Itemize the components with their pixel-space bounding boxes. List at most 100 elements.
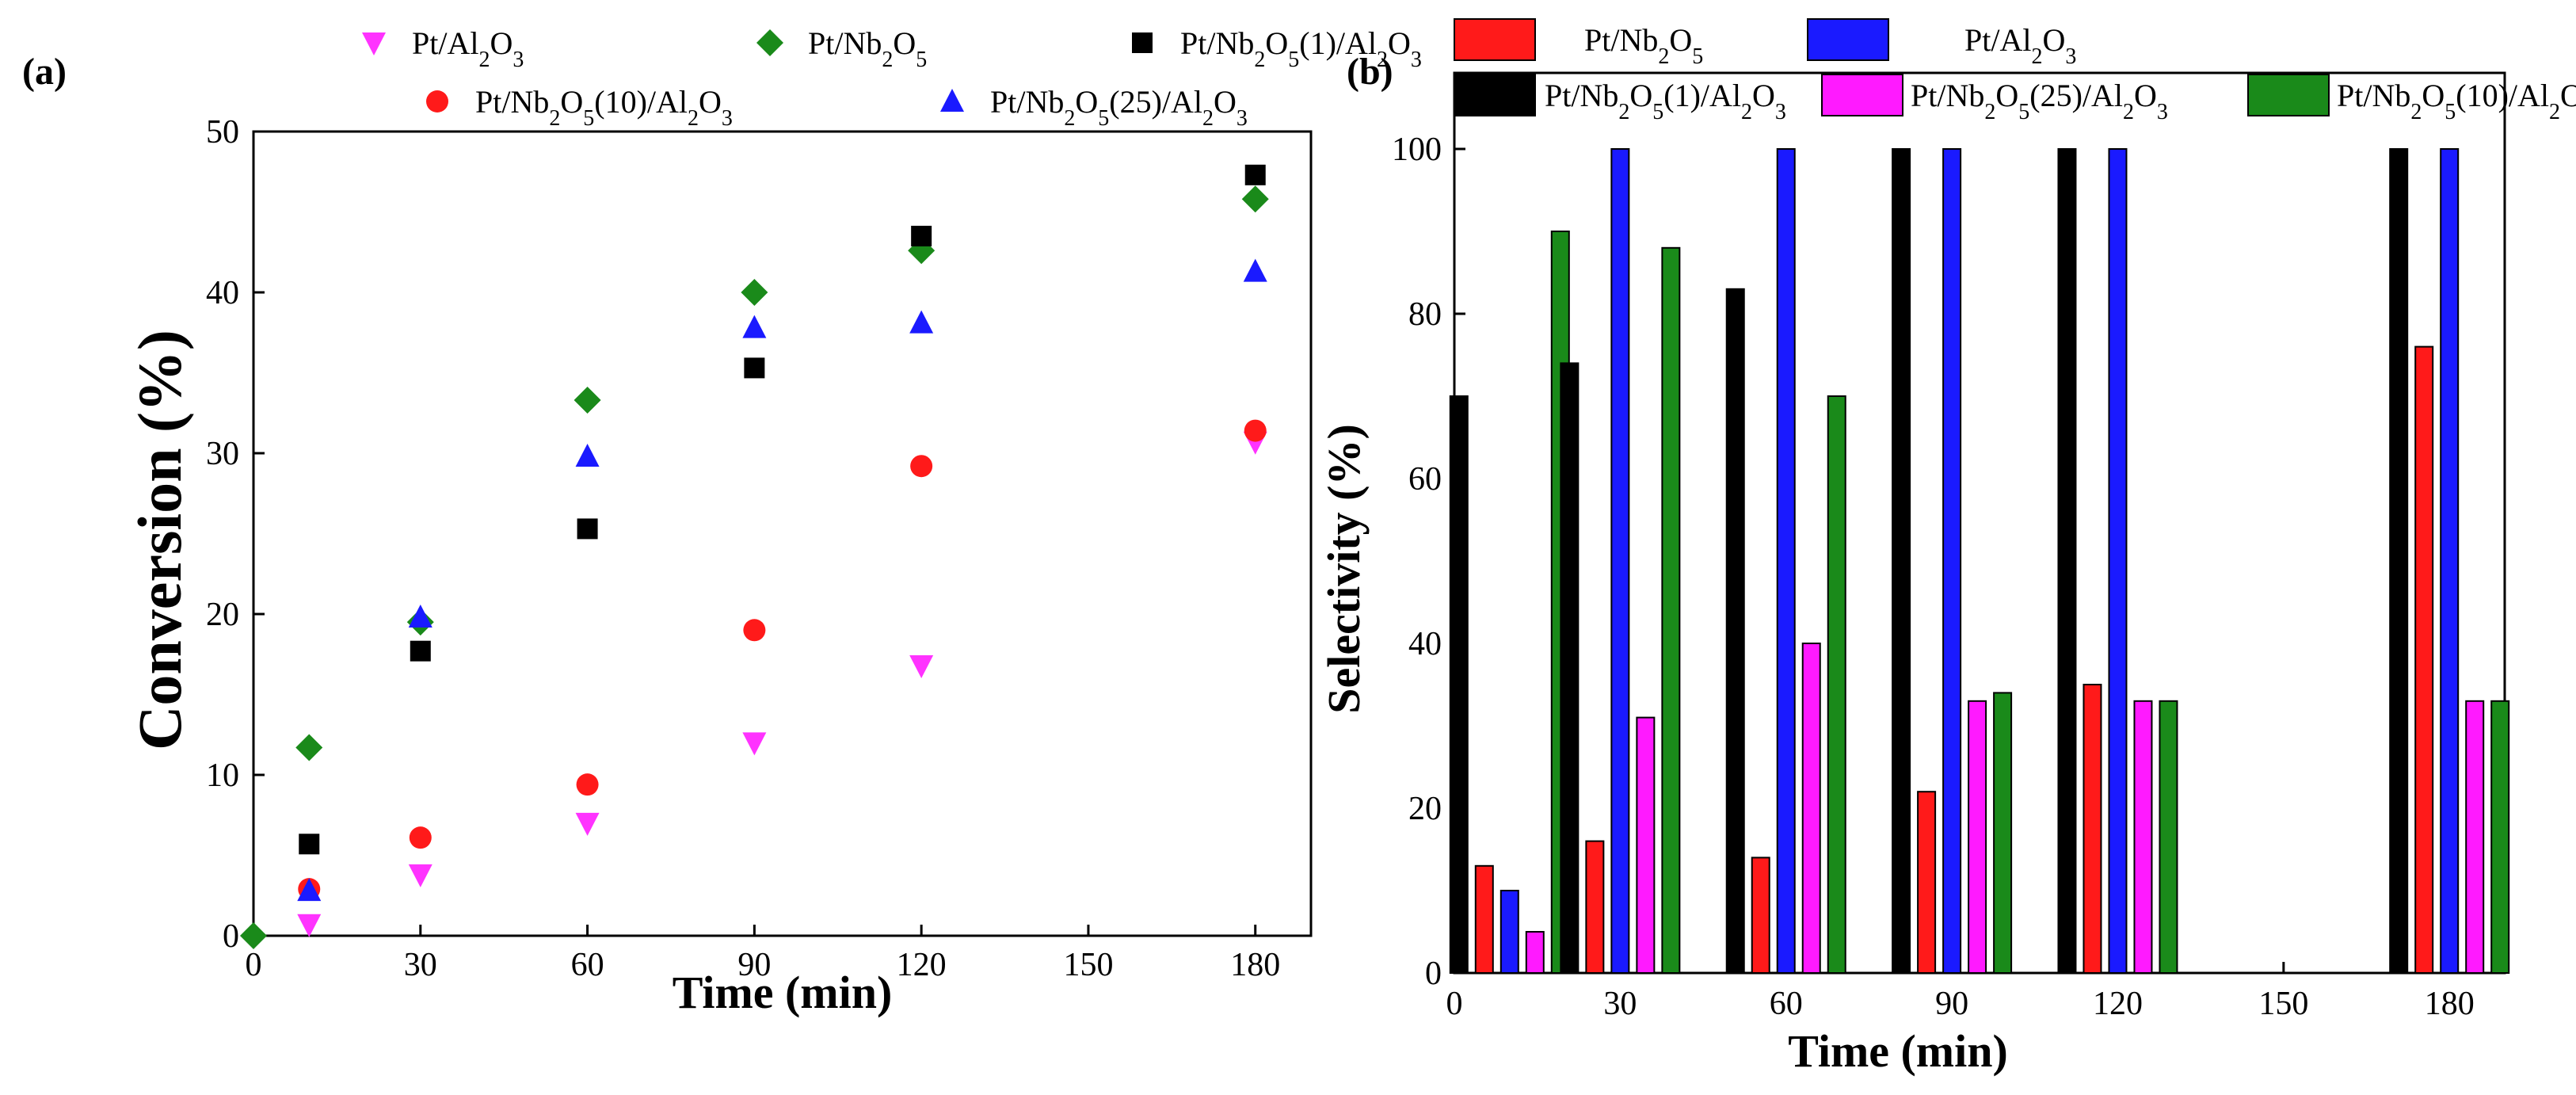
bar-pt-nb2o5-1-al2o3 (1449, 395, 1469, 974)
legend-swatch (1454, 74, 1536, 116)
legend-item-pt-al2o3: Pt/Al2O3 (362, 25, 524, 72)
bar-pt-nb2o5-25-al2o3 (1636, 716, 1656, 974)
panel-b-selectivity-chart: (b) 0 30 60 90 120 150 180 0 20 40 60 80 100 Time (min… (1318, 18, 2576, 1077)
bar-pt-nb2o5-1-al2o3 (1892, 148, 1911, 974)
legend-label: Pt/Al2O3 (412, 25, 524, 72)
data-point (408, 864, 433, 887)
x-tick-label: 90 (1935, 986, 1968, 1022)
x-tick-label: 0 (246, 947, 262, 983)
series-pt-nb2o5-1-al2o3 (299, 164, 1266, 855)
legend-marker (940, 89, 964, 112)
bar-pt-nb2o5-25-al2o3 (1968, 700, 1987, 974)
data-point (577, 518, 598, 540)
y-tick-label: 100 (1392, 132, 1442, 168)
y-tick-label: 0 (1425, 956, 1442, 992)
legend-label: Pt/Nb2O5(25)/Al2O3 (1911, 78, 2168, 124)
data-point (409, 826, 432, 849)
bar-pt-nb2o5-10-al2o3 (1993, 692, 2013, 975)
series-pt-al2o3 (297, 431, 1267, 937)
legend-swatch (1454, 18, 1536, 61)
x-tick-label: 180 (1230, 947, 1280, 983)
bar-pt-nb2o5 (1585, 840, 1605, 974)
plot-frame (252, 130, 1313, 937)
bar-pt-al2o3 (2440, 148, 2460, 974)
y-axis-title: Selectivity (%) (1318, 424, 1370, 714)
data-point (408, 605, 433, 628)
bar-group-30 (1560, 148, 1681, 974)
data-point (1244, 419, 1267, 442)
bar-group-60 (1725, 148, 1846, 975)
legend-label: Pt/Al2O3 (1964, 22, 2076, 69)
bar-pt-al2o3 (2108, 148, 2128, 974)
data-point (240, 922, 267, 949)
bar-pt-nb2o5-10-al2o3 (1661, 246, 1681, 974)
bar-pt-nb2o5 (2083, 684, 2102, 974)
data-point (1241, 185, 1269, 213)
bar-pt-nb2o5-25-al2o3 (1525, 931, 1545, 974)
legend-item-pt-nb2o5-10-al2o3: Pt/Nb2O5(10)/Al2O3 (426, 84, 733, 131)
data-point (909, 654, 934, 678)
series-pt-nb2o5 (240, 185, 1269, 949)
bar-pt-nb2o5 (1474, 864, 1494, 975)
bar-pt-nb2o5-1-al2o3 (1725, 288, 1745, 974)
bar-pt-nb2o5-1-al2o3 (2057, 148, 2077, 974)
x-tick-label: 30 (1603, 986, 1637, 1022)
bar-group-90 (1892, 148, 2013, 975)
legend-item-pt-nb2o5-25-al2o3: Pt/Nb2O5(25)/Al2O3 (1821, 74, 2168, 124)
x-tick-label: 150 (1063, 947, 1113, 983)
legend-marker (362, 32, 386, 55)
legend-label: Pt/Nb2O5(1)/Al2O3 (1180, 25, 1422, 72)
legend-label: Pt/Nb2O5 (808, 25, 927, 72)
panel-label-a: (a) (22, 51, 67, 93)
x-tick-label: 90 (737, 947, 771, 983)
data-point (1243, 258, 1267, 282)
data-point (575, 444, 600, 467)
bar-pt-al2o3 (1499, 890, 1519, 974)
data-point (741, 279, 768, 306)
legend-marker (756, 29, 783, 56)
data-point (297, 878, 322, 902)
data-point (297, 914, 322, 937)
y-tick-label: 50 (206, 114, 239, 151)
legend-item-pt-nb2o5-1-al2o3: Pt/Nb2O5(1)/Al2O3 (1454, 74, 1786, 124)
x-tick-label: 0 (1446, 986, 1463, 1022)
y-tick-label: 0 (223, 918, 239, 955)
data-point (576, 773, 599, 796)
series-pt-nb2o5-10-al2o3 (298, 419, 1267, 901)
bar-pt-nb2o5 (1751, 857, 1770, 975)
y-tick-label: 10 (206, 757, 239, 794)
legend-item-pt-al2o3: Pt/Al2O3 (1807, 18, 2076, 69)
legend-label: Pt/Nb2O5(10)/Al2O3 (475, 84, 733, 131)
data-point (574, 387, 601, 414)
bar-pt-nb2o5-10-al2o3 (2490, 700, 2510, 974)
legend-marker (426, 90, 448, 113)
bar-pt-nb2o5 (1917, 791, 1937, 975)
bar-group-180 (2389, 148, 2510, 975)
panel-label-b: (b) (1347, 51, 1393, 93)
data-point (742, 732, 767, 756)
bar-pt-nb2o5-10-al2o3 (2159, 700, 2178, 974)
x-tick-label: 150 (2258, 986, 2308, 1022)
x-tick-label: 60 (571, 947, 604, 983)
data-point (911, 225, 932, 246)
y-tick-label: 80 (1408, 296, 1442, 333)
bar-pt-al2o3 (1776, 148, 1796, 974)
bar-pt-nb2o5 (2414, 345, 2434, 975)
bar-pt-nb2o5-25-al2o3 (2465, 700, 2485, 974)
data-point (299, 834, 320, 855)
data-point (742, 315, 767, 338)
legend-label: Pt/Nb2O5 (1584, 22, 1703, 69)
y-tick-label: 30 (206, 436, 239, 472)
legend-swatch (1807, 18, 1889, 61)
legend-item-pt-nb2o5: Pt/Nb2O5 (1454, 18, 1703, 69)
legend-label: Pt/Nb2O5(10)/Al2O3 (2337, 78, 2576, 124)
y-tick-label: 60 (1408, 461, 1442, 498)
x-tick-label: 60 (1770, 986, 1803, 1022)
data-point (295, 734, 323, 761)
y-tick-label: 40 (1408, 626, 1442, 662)
x-tick-label: 180 (2425, 986, 2475, 1022)
x-tick-label: 120 (897, 947, 947, 983)
bar-pt-nb2o5-25-al2o3 (2133, 700, 2153, 974)
